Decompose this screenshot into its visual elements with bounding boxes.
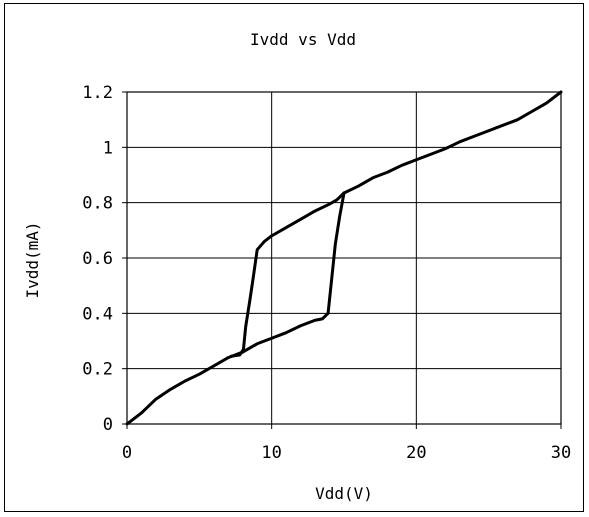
x-tick-label: 10 xyxy=(261,443,281,463)
y-tick-label: 0 xyxy=(103,415,113,435)
x-tick-label: 0 xyxy=(122,443,132,463)
series-line-2 xyxy=(229,191,346,358)
y-tick-label: 0.2 xyxy=(82,360,113,380)
y-tick-label: 0.8 xyxy=(82,194,113,214)
x-tick-label: 30 xyxy=(551,443,571,463)
plot-area xyxy=(126,91,562,425)
chart-title: Ivdd vs Vdd xyxy=(250,30,356,49)
series-layer xyxy=(125,90,563,426)
y-tick-label: 1.2 xyxy=(82,83,113,103)
y-axis-title: Ivdd(mA) xyxy=(23,221,42,298)
x-tick-label: 20 xyxy=(406,443,426,463)
y-tick-label: 0.6 xyxy=(82,249,113,269)
y-tick-label: 1 xyxy=(103,138,113,158)
x-axis-title: Vdd(V) xyxy=(315,484,373,503)
y-tick-label: 0.4 xyxy=(82,304,113,324)
series-line-1 xyxy=(125,90,563,426)
tick-labels: 0 0.2 0.4 0.6 0.8 1 1.2 0 10 20 30 xyxy=(82,83,571,463)
